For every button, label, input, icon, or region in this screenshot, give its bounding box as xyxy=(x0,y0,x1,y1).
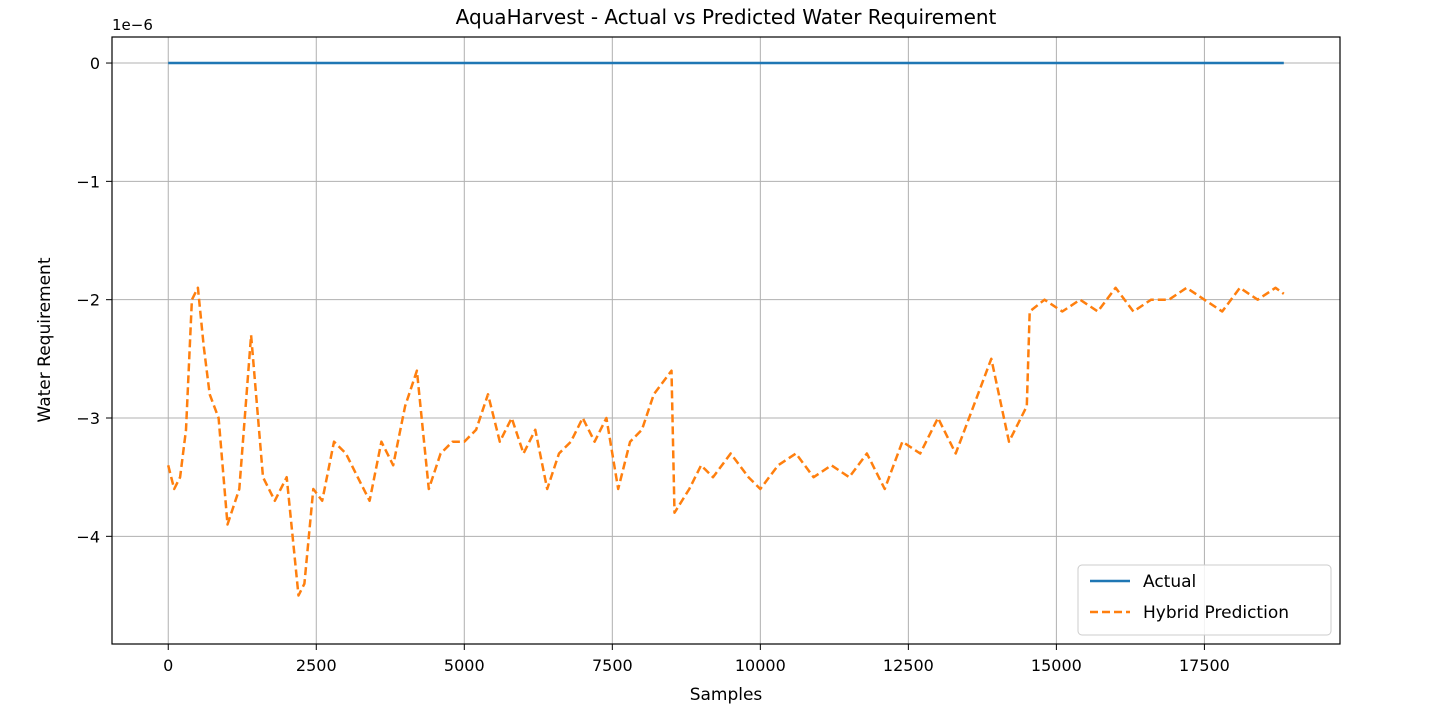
x-tick-label-3: 7500 xyxy=(592,656,633,675)
y-tick-label-1: −1 xyxy=(76,172,100,191)
x-tick-label-0: 0 xyxy=(163,656,173,675)
y-tick-label-4: −4 xyxy=(76,527,100,546)
x-tick-label-5: 12500 xyxy=(883,656,934,675)
x-tick-label-2: 5000 xyxy=(444,656,485,675)
plot-area: 0 2500 5000 7500 10000 12500 15000 17500 0 −1 −2 −3… xyxy=(76,36,1341,675)
chart-title: AquaHarvest - Actual vs Predicted Water … xyxy=(456,5,997,29)
axes-frame xyxy=(111,36,1341,645)
series-line-hybrid-prediction xyxy=(166,286,1285,597)
x-axis-label: Samples xyxy=(690,685,763,705)
y-tick-label-2: −2 xyxy=(76,291,100,310)
y-tick-label-0: 0 xyxy=(90,54,100,73)
legend-label-hybrid-prediction: Hybrid Prediction xyxy=(1143,603,1289,623)
x-tick-label-1: 2500 xyxy=(296,656,337,675)
x-tick-label-6: 15000 xyxy=(1031,656,1082,675)
legend-label-actual: Actual xyxy=(1143,572,1196,592)
legend: Actual Hybrid Prediction xyxy=(1077,564,1332,636)
y-axis-label: Water Requirement xyxy=(35,257,55,422)
legend-frame xyxy=(1077,564,1332,636)
x-tick-label-7: 17500 xyxy=(1179,656,1230,675)
y-offset-label: 1e−6 xyxy=(112,16,153,34)
x-tick-label-4: 10000 xyxy=(735,656,786,675)
y-tick-label-3: −3 xyxy=(76,409,100,428)
